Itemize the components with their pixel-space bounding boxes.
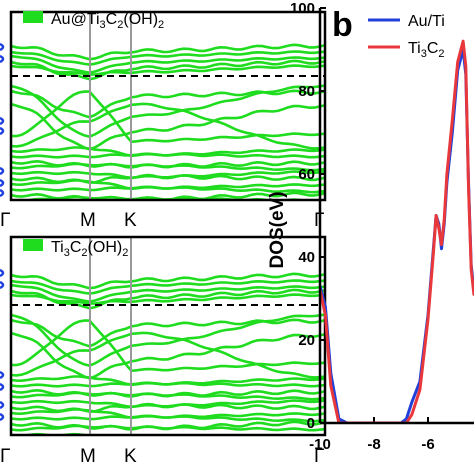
band-line	[11, 102, 325, 151]
band-line	[11, 54, 325, 74]
band-line	[11, 162, 325, 172]
band-line	[11, 331, 325, 380]
band-line	[11, 437, 325, 445]
y-tick-label: 100	[290, 0, 315, 17]
band-line	[11, 414, 325, 423]
frame-top	[9, 10, 327, 202]
legend-swatch-top	[23, 11, 43, 23]
band-line	[11, 443, 325, 451]
legend-label-top: Au@Ti3C2(OH)2	[51, 11, 164, 31]
kpoint-label-gamma-1-top: Γ	[0, 210, 10, 231]
dos-series	[320, 39, 474, 423]
band-line	[11, 331, 325, 379]
left-dos-curve	[0, 280, 5, 290]
legend-label-bottom: Ti3C2(OH)2	[51, 239, 128, 259]
left-dos-curve	[0, 116, 5, 126]
kpoint-label-m-top: M	[80, 210, 96, 231]
y-tick-label: 0	[307, 415, 315, 432]
band-line	[11, 89, 325, 119]
left-dos-panel-top	[0, 42, 5, 198]
band-lines-top	[11, 43, 325, 200]
band-line	[11, 319, 325, 373]
band-line	[11, 459, 325, 465]
legend-label-au-ti: Au/Ti	[408, 13, 445, 30]
band-line	[11, 456, 325, 462]
left-dos-curve	[0, 268, 5, 278]
band-line	[11, 185, 325, 194]
kpoint-label-k-top: K	[124, 210, 137, 231]
left-dos-curve	[0, 54, 5, 64]
band-line	[11, 293, 325, 305]
left-dos-curve	[0, 178, 5, 188]
band-line	[11, 43, 325, 61]
band-line	[11, 64, 325, 76]
legend-label-ti3c2: Ti3C2	[408, 40, 445, 60]
dos-series-line-0	[320, 48, 474, 423]
band-line	[11, 84, 325, 138]
band-line	[11, 288, 325, 310]
band-line	[11, 391, 325, 401]
band-line	[11, 102, 325, 150]
y-tick-label: 20	[298, 332, 315, 349]
band-lines-bottom	[11, 272, 325, 465]
kpoint-label-gamma-2-bottom: Γ	[314, 446, 324, 467]
band-panel-top: Au@Ti3C2(OH)2 Γ M K Γ	[0, 10, 327, 231]
band-line	[11, 90, 325, 144]
left-dos-curve	[0, 42, 5, 52]
left-dos-panel-bottom	[0, 268, 5, 422]
kpoint-label-m-bottom: M	[80, 446, 96, 467]
x-tick-label: -6	[421, 436, 434, 453]
band-line	[11, 313, 325, 367]
band-line	[11, 318, 325, 348]
left-dos-curve	[0, 400, 5, 410]
x-tick-label: -8	[367, 436, 380, 453]
dos-y-axis-label: DOS(eV)	[267, 191, 288, 268]
dos-y-ticks: 0 20 40 60 80 100	[290, 0, 326, 432]
band-line	[11, 279, 325, 295]
band-line	[11, 381, 325, 388]
left-dos-curve	[0, 370, 5, 380]
panel-letter-b: b	[332, 6, 353, 44]
x-tick-label: -10	[309, 436, 331, 453]
y-tick-label: 60	[298, 166, 315, 183]
band-line	[11, 272, 325, 290]
left-dos-curve	[0, 166, 5, 176]
band-line	[11, 50, 325, 66]
band-panel-bottom: Ti3C2(OH)2 Γ M K Γ	[0, 235, 327, 467]
left-dos-curve	[0, 382, 5, 392]
kpoint-label-k-bottom: K	[124, 446, 137, 467]
band-line	[11, 424, 325, 432]
kpoint-label-gamma-1-bottom: Γ	[0, 446, 10, 467]
left-dos-curve	[0, 126, 5, 136]
y-tick-label: 40	[298, 249, 315, 266]
left-dos-curve	[0, 188, 5, 198]
band-line	[11, 449, 325, 453]
y-tick-label: 80	[298, 83, 315, 100]
band-line	[11, 283, 325, 303]
left-dos-curve	[0, 412, 5, 422]
band-line	[11, 59, 325, 81]
frame-bottom	[9, 235, 327, 437]
dos-series-line-1	[320, 39, 474, 423]
band-line	[11, 152, 325, 159]
legend-swatch-bottom	[23, 239, 43, 251]
